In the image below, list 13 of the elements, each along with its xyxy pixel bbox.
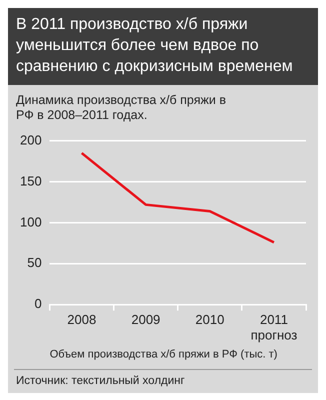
y-tick-label: 50 xyxy=(27,255,42,270)
y-tick-label: 100 xyxy=(20,214,42,230)
y-tick-label: 200 xyxy=(20,132,42,148)
y-tick-label: 150 xyxy=(20,173,42,188)
x-tick-label: 2010 xyxy=(195,312,224,327)
x-axis-title: Объем производства х/б пряжи в РФ (тыс. т) xyxy=(50,348,278,360)
x-tick-label: 2011 прогноз xyxy=(250,312,298,343)
chart-subtitle: Динамика производства х/б пряжи в РФ в 2008–2011 годах. xyxy=(15,92,227,124)
x-tick-label: 2008 xyxy=(67,312,96,327)
x-tick-label: 2009 xyxy=(131,312,160,327)
text: Источник: текстильный холдинг xyxy=(16,375,186,387)
chart-title: В 2011 производство х/б пряжи уменьшится более чем вдвое по сравнению с докризисным временем xyxy=(8,8,318,85)
y-tick-label: 0 xyxy=(34,296,42,312)
